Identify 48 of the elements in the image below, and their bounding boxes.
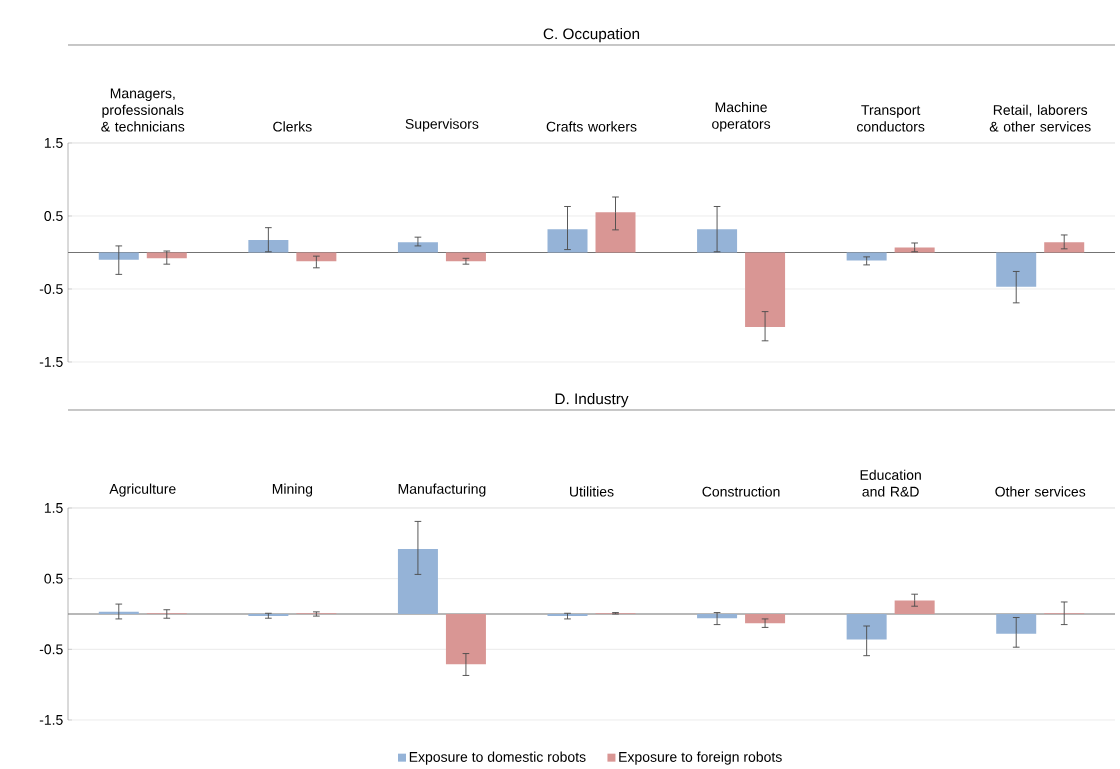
bar bbox=[996, 252, 1037, 287]
bar bbox=[894, 247, 935, 253]
bar bbox=[547, 613, 588, 617]
y-tick-label: -0.5 bbox=[39, 284, 63, 294]
x-tick-label: Supervisors bbox=[405, 118, 479, 132]
x-tick-label: Agriculture bbox=[109, 483, 176, 497]
bar bbox=[146, 252, 187, 259]
legend-label: Exposure to foreign robots bbox=[619, 751, 782, 765]
bar bbox=[1044, 242, 1085, 253]
bar bbox=[745, 252, 786, 327]
bar bbox=[296, 252, 337, 262]
bar bbox=[397, 242, 438, 253]
bar bbox=[547, 229, 588, 253]
bar bbox=[846, 613, 887, 640]
bar bbox=[445, 252, 486, 262]
x-tick-label: Education and R&D bbox=[860, 469, 921, 497]
y-tick-label: -1.5 bbox=[39, 357, 63, 367]
bar bbox=[248, 613, 289, 617]
x-tick-label: Managers, professionals & technicians bbox=[101, 88, 185, 132]
x-tick-label: Utilities bbox=[570, 486, 614, 497]
x-tick-label: Crafts workers bbox=[546, 121, 637, 132]
x-tick-label: Transport conductors bbox=[856, 105, 925, 132]
bar bbox=[745, 613, 786, 624]
y-tick-label: 0.5 bbox=[44, 573, 63, 584]
chart-title: D. Industry bbox=[555, 392, 629, 408]
bar bbox=[445, 613, 486, 665]
bar bbox=[894, 600, 935, 614]
bar bbox=[98, 252, 139, 260]
y-tick-label: 0.5 bbox=[44, 211, 63, 221]
x-tick-label: Other services bbox=[995, 486, 1086, 497]
bar bbox=[98, 611, 139, 614]
bar bbox=[397, 548, 438, 614]
x-tick-label: Machine operators bbox=[712, 101, 771, 132]
y-tick-label: 1.5 bbox=[44, 503, 63, 513]
bar bbox=[846, 252, 887, 261]
chart-title: C. Occupation bbox=[543, 27, 640, 43]
bar bbox=[248, 240, 289, 253]
x-tick-label: Construction bbox=[702, 486, 780, 497]
y-tick-label: 1.5 bbox=[44, 138, 63, 148]
x-tick-label: Retail, laborers & other services bbox=[989, 104, 1091, 132]
bar bbox=[595, 212, 636, 253]
x-tick-label: Manufacturing bbox=[398, 483, 486, 497]
y-tick-label: -0.5 bbox=[39, 644, 63, 655]
x-tick-label: Mining bbox=[272, 483, 313, 497]
bar bbox=[996, 613, 1037, 634]
y-tick-label: -1.5 bbox=[39, 715, 63, 725]
x-tick-label: Clerks bbox=[273, 121, 312, 132]
legend-label: Exposure to domestic robots bbox=[409, 751, 586, 765]
